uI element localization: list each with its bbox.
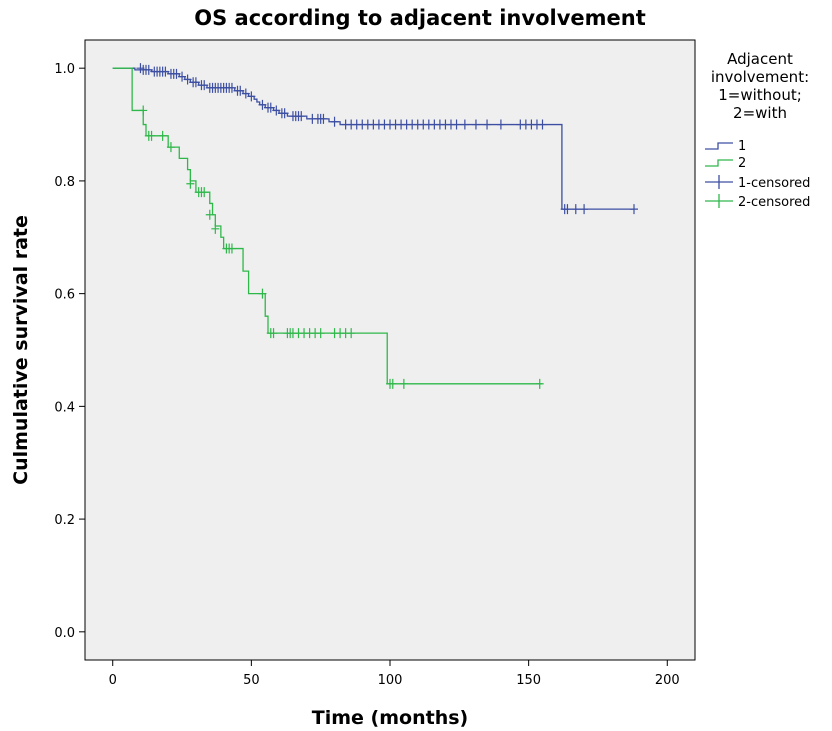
series-2-censored-mark bbox=[186, 178, 195, 189]
y-tick-label: 1.0 bbox=[54, 62, 75, 77]
series-1-censored-mark bbox=[183, 74, 192, 85]
series-1-censored-mark bbox=[227, 82, 236, 93]
legend-title-line-4: 2=with bbox=[733, 104, 787, 122]
series-1-censored-mark bbox=[483, 119, 492, 130]
legend-swatch-1-censored bbox=[705, 175, 733, 189]
legend-entry-2-censored: 2-censored bbox=[738, 195, 810, 210]
legend-title-line-3: 1=without; bbox=[718, 86, 802, 104]
series-1-censored-mark bbox=[200, 80, 209, 91]
series-2-censored-mark bbox=[166, 142, 175, 153]
legend-entry-1: 1 bbox=[738, 139, 746, 154]
series-1-censored-mark bbox=[241, 88, 250, 99]
series-1-censored-mark bbox=[247, 91, 256, 102]
series-1-censored-mark bbox=[258, 99, 267, 110]
series-2-censored-mark bbox=[139, 105, 148, 116]
x-axis-label: Time (months) bbox=[312, 707, 468, 729]
chart-title: OS according to adjacent involvement bbox=[194, 6, 646, 30]
legend-title-line-2: involvement: bbox=[711, 68, 809, 86]
series-2-censored-mark bbox=[535, 378, 544, 389]
series-2-censored-mark bbox=[227, 243, 236, 254]
series-1-censored-mark bbox=[144, 64, 153, 75]
series-1-censored-mark bbox=[538, 119, 547, 130]
series-1-censored-mark bbox=[161, 66, 170, 77]
y-tick-label: 0.4 bbox=[54, 400, 75, 415]
series-2-censored-mark bbox=[258, 288, 267, 299]
x-tick-label: 0 bbox=[109, 673, 117, 688]
y-tick-label: 0.0 bbox=[54, 626, 75, 641]
legend: Adjacent involvement: 1=without; 2=with … bbox=[705, 50, 810, 210]
legend-entry-1-censored: 1-censored bbox=[738, 176, 810, 191]
series-2-censored-mark bbox=[147, 130, 156, 141]
series-1-censored-mark bbox=[266, 102, 275, 113]
series-1-censored-mark bbox=[280, 108, 289, 119]
series-1-censored-mark bbox=[471, 119, 480, 130]
series-1-censored-mark bbox=[330, 116, 339, 127]
series-1-censored-mark bbox=[563, 204, 572, 215]
x-tick-label: 150 bbox=[516, 673, 541, 688]
series-2-censored-mark bbox=[347, 328, 356, 339]
legend-swatch-2-censored bbox=[705, 194, 733, 208]
series-2-censored-mark bbox=[388, 378, 397, 389]
series-1-censored-mark bbox=[460, 119, 469, 130]
plot-area bbox=[84, 39, 696, 661]
series-1-censored-mark bbox=[297, 111, 306, 122]
y-tick-label: 0.6 bbox=[54, 288, 75, 303]
series-2-censored-mark bbox=[399, 378, 408, 389]
series-1-censored-mark bbox=[172, 68, 181, 79]
y-tick-label: 0.2 bbox=[54, 513, 75, 528]
x-tick-label: 100 bbox=[378, 673, 403, 688]
series-1-censored-mark bbox=[571, 204, 580, 215]
legend-swatch-1 bbox=[705, 142, 733, 150]
series-1-censored-mark bbox=[236, 85, 245, 96]
legend-title-line-1: Adjacent bbox=[727, 50, 793, 68]
series-1-censored-mark bbox=[580, 204, 589, 215]
series-1-censored-mark bbox=[452, 119, 461, 130]
series-2-censored-mark bbox=[316, 328, 325, 339]
axis-ticks: 0 50 100 150 200 0.0 0.2 0.4 0.6 0.8 1.0 bbox=[54, 62, 679, 688]
series-1-censored-mark bbox=[191, 77, 200, 88]
y-tick-label: 0.8 bbox=[54, 175, 75, 190]
series-1-censored-mark bbox=[319, 113, 328, 124]
series-2-censored-mark bbox=[205, 209, 214, 220]
series-1-censored-mark bbox=[630, 204, 638, 215]
series-1-censored-mark bbox=[178, 71, 187, 82]
series-1-censored-mark bbox=[496, 119, 505, 130]
x-tick-label: 50 bbox=[243, 673, 260, 688]
legend-entry-2: 2 bbox=[738, 156, 746, 171]
series-layer bbox=[112, 63, 638, 389]
y-axis-label: Culmulative survival rate bbox=[10, 215, 32, 485]
legend-swatch-2 bbox=[705, 159, 733, 167]
series-2-censored-mark bbox=[269, 328, 278, 339]
x-tick-label: 200 bbox=[655, 673, 680, 688]
series-2-censored-mark bbox=[158, 130, 167, 141]
series-2-censored-mark bbox=[211, 223, 220, 234]
series-2-censored-mark bbox=[200, 187, 209, 198]
series-1-censored-mark bbox=[272, 105, 281, 116]
